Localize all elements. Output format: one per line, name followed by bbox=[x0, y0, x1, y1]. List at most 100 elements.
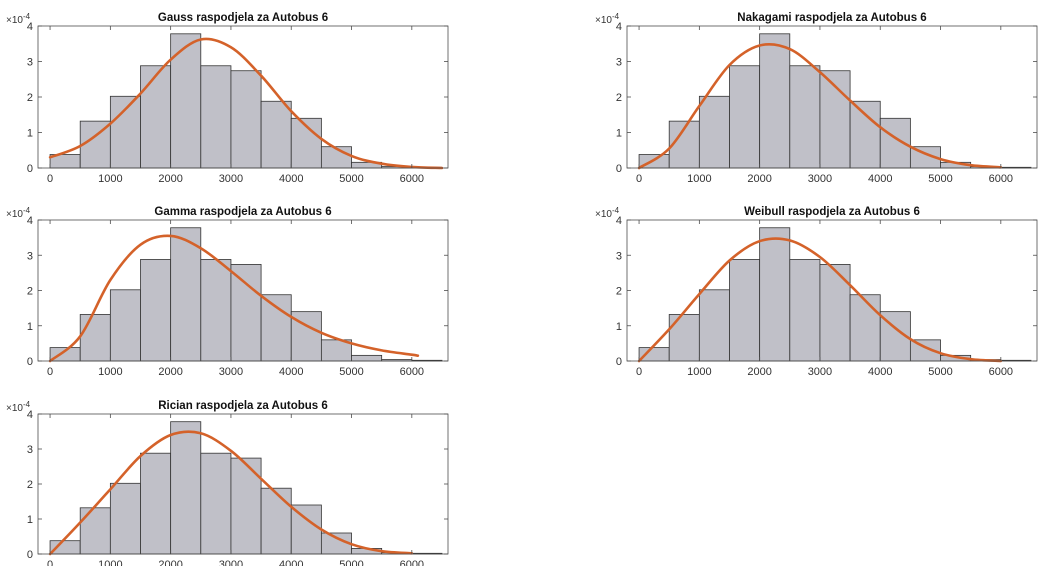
y-exponent-label: ×10-4 bbox=[595, 206, 620, 220]
y-tick-label: 2 bbox=[27, 286, 33, 298]
histogram-bar bbox=[849, 100, 881, 169]
fit-curve bbox=[637, 237, 1003, 363]
histogram-bar bbox=[140, 452, 172, 555]
x-tick-label: 6000 bbox=[989, 366, 1013, 378]
y-tick-label: 2 bbox=[616, 92, 622, 104]
histogram-bar bbox=[849, 294, 881, 362]
y-exponent-label: ×10-4 bbox=[6, 400, 31, 414]
histogram-bar bbox=[729, 65, 761, 169]
y-exponent-power: -4 bbox=[612, 12, 620, 21]
y-tick-label: 2 bbox=[616, 286, 622, 298]
y-tick-label: 1 bbox=[27, 321, 33, 333]
x-tick-label: 2000 bbox=[747, 173, 771, 185]
histogram-bar bbox=[200, 259, 232, 362]
x-tick-label: 5000 bbox=[339, 173, 363, 185]
histogram-bar bbox=[170, 227, 202, 362]
x-tick-label: 3000 bbox=[219, 559, 243, 566]
x-tick-label: 5000 bbox=[339, 366, 363, 378]
x-tick-label: 0 bbox=[636, 366, 642, 378]
x-tick-label: 0 bbox=[636, 173, 642, 185]
histogram-bar bbox=[260, 100, 292, 169]
y-exponent-label: ×10-4 bbox=[6, 12, 31, 26]
fit-curve bbox=[48, 234, 420, 363]
x-tick-label: 6000 bbox=[400, 173, 424, 185]
x-tick-label: 2000 bbox=[158, 559, 182, 566]
histogram-bar bbox=[109, 482, 141, 555]
x-tick-label: 1000 bbox=[687, 173, 711, 185]
y-tick-label: 3 bbox=[27, 444, 33, 456]
histogram-bar bbox=[789, 259, 821, 362]
y-tick-label: 4 bbox=[27, 215, 33, 227]
y-exponent-label: ×10-4 bbox=[6, 206, 31, 220]
x-tick-label: 1000 bbox=[98, 173, 122, 185]
x-tick-label: 0 bbox=[47, 366, 53, 378]
y-tick-label: 0 bbox=[27, 356, 33, 368]
y-tick-label: 3 bbox=[616, 250, 622, 262]
histogram-bar bbox=[638, 347, 670, 362]
histogram-bar bbox=[759, 227, 791, 362]
histogram-bar bbox=[140, 65, 172, 169]
histogram-bar bbox=[260, 487, 292, 555]
y-exponent-base: ×10 bbox=[6, 209, 23, 220]
histogram-bar bbox=[351, 354, 383, 362]
x-tick-label: 1000 bbox=[98, 559, 122, 566]
histogram-bar bbox=[109, 95, 141, 169]
y-tick-label: 0 bbox=[616, 163, 622, 175]
histogram-bar bbox=[668, 314, 700, 362]
y-exponent-power: -4 bbox=[23, 206, 31, 215]
x-tick-label: 3000 bbox=[219, 366, 243, 378]
y-tick-label: 3 bbox=[616, 57, 622, 69]
x-tick-label: 5000 bbox=[928, 366, 952, 378]
histogram-bar bbox=[230, 70, 262, 169]
histogram-bar bbox=[200, 452, 232, 555]
x-tick-label: 1000 bbox=[98, 366, 122, 378]
y-tick-label: 0 bbox=[27, 163, 33, 175]
chart-title: Weibull raspodjela za Autobus 6 bbox=[744, 206, 920, 218]
y-tick-label: 1 bbox=[27, 128, 33, 140]
y-tick-label: 1 bbox=[616, 321, 622, 333]
x-tick-label: 4000 bbox=[279, 366, 303, 378]
histogram-bar bbox=[109, 289, 141, 362]
y-tick-label: 0 bbox=[27, 549, 33, 561]
y-tick-label: 4 bbox=[616, 21, 622, 33]
x-tick-label: 5000 bbox=[339, 559, 363, 566]
histogram-bar bbox=[79, 507, 111, 555]
y-exponent-label: ×10-4 bbox=[595, 12, 620, 26]
y-tick-label: 3 bbox=[27, 250, 33, 262]
x-tick-label: 3000 bbox=[808, 366, 832, 378]
y-exponent-base: ×10 bbox=[6, 403, 23, 414]
y-exponent-base: ×10 bbox=[6, 15, 23, 26]
y-exponent-power: -4 bbox=[612, 206, 620, 215]
x-tick-label: 5000 bbox=[928, 173, 952, 185]
x-tick-label: 2000 bbox=[158, 366, 182, 378]
histogram-bar bbox=[200, 65, 232, 169]
x-tick-label: 6000 bbox=[989, 173, 1013, 185]
x-tick-label: 2000 bbox=[747, 366, 771, 378]
histogram-bar bbox=[49, 540, 81, 555]
x-tick-label: 4000 bbox=[279, 559, 303, 566]
histogram-bar bbox=[729, 259, 761, 362]
x-tick-label: 6000 bbox=[400, 366, 424, 378]
histogram-bar bbox=[140, 259, 172, 362]
y-exponent-base: ×10 bbox=[595, 15, 612, 26]
y-tick-label: 2 bbox=[27, 92, 33, 104]
fit-curve bbox=[48, 430, 414, 556]
y-tick-label: 0 bbox=[616, 356, 622, 368]
x-tick-label: 4000 bbox=[868, 366, 892, 378]
y-tick-label: 4 bbox=[27, 21, 33, 33]
fit-curve bbox=[48, 37, 444, 170]
x-tick-label: 2000 bbox=[158, 173, 182, 185]
y-tick-label: 4 bbox=[616, 215, 622, 227]
y-tick-label: 1 bbox=[27, 514, 33, 526]
y-tick-label: 2 bbox=[27, 479, 33, 491]
histogram-bar bbox=[789, 65, 821, 169]
histogram-bar bbox=[170, 421, 202, 555]
histogram-bar bbox=[698, 95, 730, 169]
chart-title: Gamma raspodjela za Autobus 6 bbox=[154, 206, 331, 218]
x-tick-label: 3000 bbox=[808, 173, 832, 185]
